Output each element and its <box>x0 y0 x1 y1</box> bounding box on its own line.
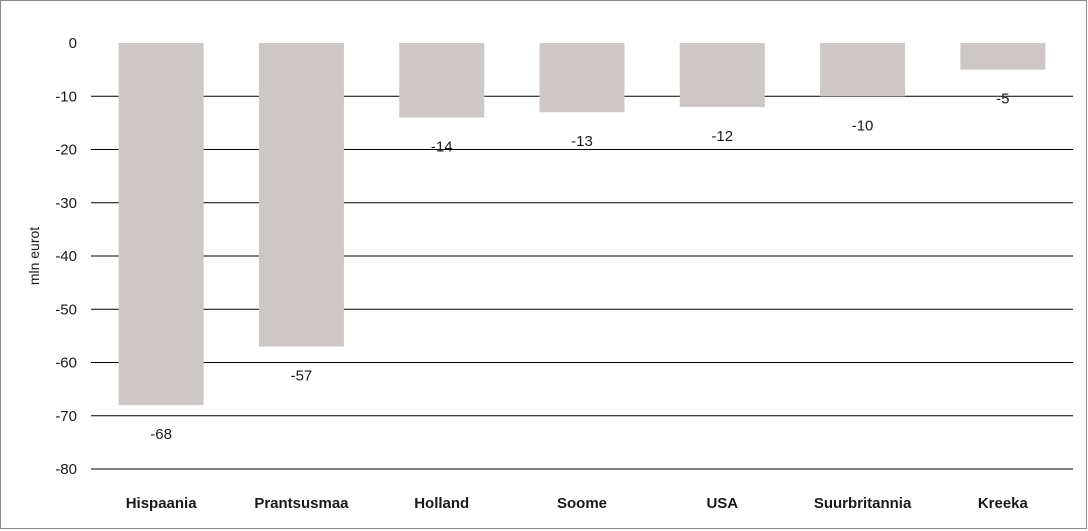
bars <box>118 43 1046 406</box>
data-label: -10 <box>852 117 874 134</box>
y-tick-label: -70 <box>55 408 77 425</box>
x-category-label: Kreeka <box>978 495 1029 512</box>
x-category-label: Suurbritannia <box>814 495 912 512</box>
y-axis-ticks: 0 -10 -20 -30 -40 -50 -60 -70 -80 <box>55 35 77 478</box>
y-tick-label: -10 <box>55 88 77 105</box>
x-category-label: Hispaania <box>126 495 198 512</box>
data-label: -68 <box>150 426 172 443</box>
data-label: -13 <box>571 133 593 150</box>
y-tick-label: -20 <box>55 142 77 159</box>
y-tick-label: -40 <box>55 248 77 265</box>
data-label: -14 <box>431 139 453 156</box>
y-tick-label: -50 <box>55 301 77 318</box>
y-tick-label: -80 <box>55 461 77 478</box>
bar <box>399 43 485 118</box>
bar <box>679 43 765 107</box>
data-labels: -68 -57 -14 -13 -12 -10 -5 <box>150 91 1009 443</box>
data-label: -57 <box>291 368 313 385</box>
x-axis-labels: Hispaania Prantsusmaa Holland Soome USA Suurb… <box>126 495 1029 512</box>
y-tick-label: 0 <box>69 35 77 52</box>
x-category-label: Prantsusmaa <box>254 495 349 512</box>
x-category-label: Holland <box>414 495 469 512</box>
bar <box>960 43 1046 70</box>
bar <box>820 43 906 97</box>
bar <box>118 43 204 406</box>
data-label: -5 <box>996 91 1009 108</box>
y-axis-title: mln eurot <box>26 227 42 285</box>
bar <box>258 43 344 347</box>
x-category-label: Soome <box>557 495 607 512</box>
bar <box>539 43 625 113</box>
x-category-label: USA <box>706 495 738 512</box>
data-label: -12 <box>711 128 733 145</box>
y-tick-label: -30 <box>55 195 77 212</box>
gridlines <box>91 95 1073 470</box>
y-tick-label: -60 <box>55 355 77 372</box>
